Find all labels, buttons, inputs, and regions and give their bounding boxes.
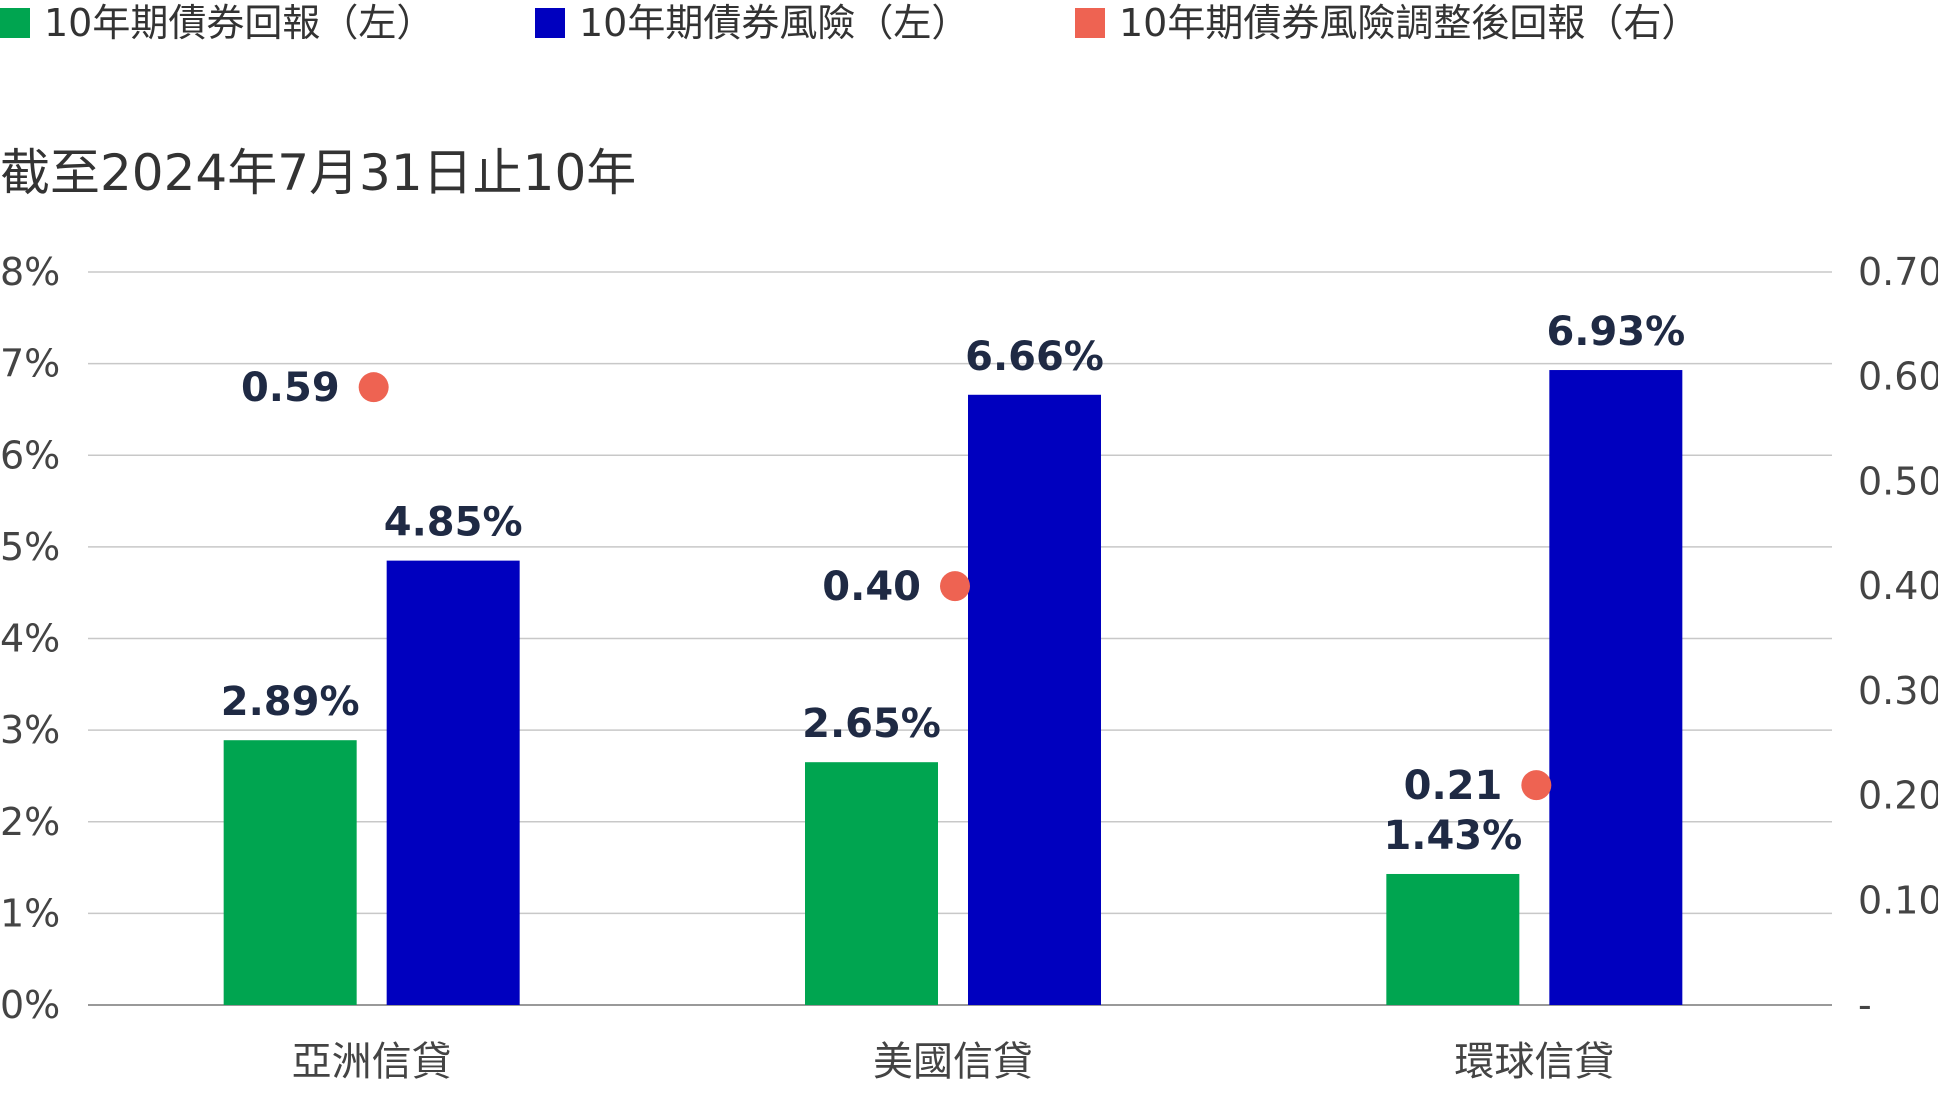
right-tick-label: - [1858, 983, 1872, 1027]
left-tick-label: 8% [0, 250, 60, 294]
scatter-point [940, 571, 970, 602]
left-tick-label: 2% [0, 800, 60, 844]
legend: 10年期債券回報（左） 10年期債券風險（左） 10年期債券風險調整後回報（右） [0, 1, 1699, 45]
point-value-label: 0.21 [1404, 763, 1503, 809]
data-labels: 2.89% 4.85% 0.59 2.65% 6.66% 0.40 1.43% 6.93% 0.… [221, 309, 1685, 859]
left-axis: 0% 1% 2% 3% 4% 5% 6% 7% 8% [0, 250, 60, 1027]
bar [1549, 370, 1683, 1005]
legend-label: 10年期債券風險（左） [579, 1, 969, 45]
right-tick-label: 0.50 [1858, 459, 1938, 503]
bar [223, 740, 357, 1005]
bar [968, 394, 1101, 1006]
right-tick-label: 0.20 [1858, 774, 1938, 818]
category-label: 亞洲信貸 [292, 1039, 452, 1085]
point-value-label: 0.59 [241, 365, 340, 411]
right-axis: - 0.10 0.20 0.30 0.40 0.50 0.60 0.70 [1858, 250, 1938, 1027]
left-tick-label: 4% [0, 617, 60, 661]
scatter-points [358, 372, 1552, 801]
right-tick-label: 0.10 [1858, 878, 1938, 922]
bar-value-label: 4.85% [384, 500, 523, 546]
left-tick-label: 7% [0, 342, 60, 386]
chart-subtitle: 截至2024年7月31日止10年 [0, 144, 636, 202]
legend-label: 10年期債券回報（左） [44, 1, 434, 45]
legend-swatch [535, 8, 565, 38]
left-tick-label: 1% [0, 891, 60, 935]
bar [386, 560, 520, 1005]
left-tick-label: 0% [0, 983, 60, 1027]
category-axis: 亞洲信貸 美國信貸 環球信貸 [292, 1039, 1615, 1085]
category-label: 美國信貸 [873, 1039, 1033, 1085]
right-tick-label: 0.30 [1858, 669, 1938, 713]
bar-value-label: 6.93% [1546, 309, 1685, 355]
legend-swatch [0, 8, 30, 38]
scatter-point [1521, 770, 1552, 801]
bar [1386, 873, 1520, 1005]
bar [805, 762, 938, 1005]
grid-lines [88, 271, 1832, 1006]
point-value-label: 0.40 [822, 564, 921, 610]
right-tick-label: 0.70 [1858, 250, 1938, 294]
right-tick-label: 0.40 [1858, 564, 1938, 608]
left-tick-label: 3% [0, 708, 60, 752]
bars [223, 370, 1683, 1006]
legend-swatch [1075, 8, 1105, 38]
left-tick-label: 5% [0, 525, 60, 569]
bar-value-label: 2.89% [221, 679, 360, 725]
bar-value-label: 1.43% [1383, 813, 1522, 859]
bar-value-label: 2.65% [802, 701, 941, 747]
category-label: 環球信貸 [1454, 1039, 1614, 1085]
bar-value-label: 6.66% [965, 334, 1104, 380]
scatter-point [358, 372, 389, 403]
left-tick-label: 6% [0, 433, 60, 477]
right-tick-label: 0.60 [1858, 355, 1938, 399]
legend-label: 10年期債券風險調整後回報（右） [1119, 1, 1699, 45]
